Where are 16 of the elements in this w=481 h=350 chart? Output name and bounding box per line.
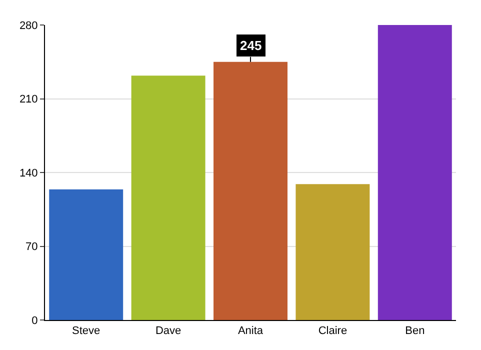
bar [378,25,452,320]
y-tick-label: 0 [32,314,38,327]
y-tick-label: 140 [19,167,38,180]
x-tick-label: Steve [72,325,100,338]
x-tick-label: Anita [238,325,264,338]
y-tick-label: 210 [19,94,38,106]
bar [131,76,206,320]
bar [296,184,370,320]
annotation: 245 [240,38,262,53]
bar [214,62,288,320]
x-tick-label: Claire [318,325,348,338]
x-tick-label: Dave [155,325,182,338]
bar [49,189,124,320]
y-tick-label: 280 [19,20,38,32]
x-tick-label: Ben [405,325,425,338]
y-tick-label: 70 [26,241,38,254]
